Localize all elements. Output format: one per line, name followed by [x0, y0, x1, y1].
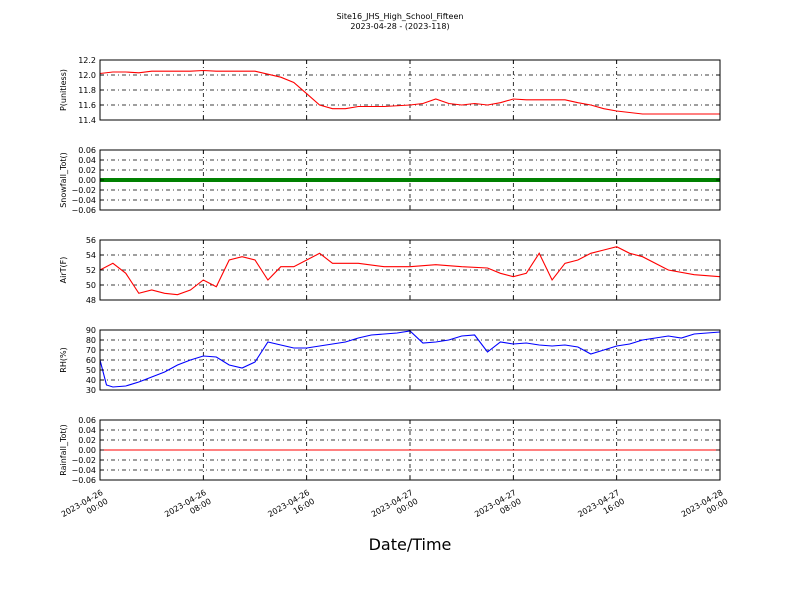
y-tick-label: 56	[86, 236, 96, 245]
y-axis-label: AirT(F)	[59, 257, 68, 284]
y-tick-label: −0.06	[71, 476, 96, 485]
y-axis-label: Snowfall_Tot()	[59, 152, 68, 208]
y-tick-label: 50	[86, 281, 96, 290]
y-tick-label: 60	[86, 356, 96, 365]
subplot-3: 48 50 52 54 56 AirT(F)	[59, 236, 721, 305]
y-tick-label: 48	[86, 296, 96, 305]
y-tick-label: 80	[86, 336, 96, 345]
y-tick-label: 40	[86, 376, 96, 385]
y-tick-label: 54	[86, 251, 96, 260]
y-tick-label: −0.06	[71, 206, 96, 215]
y-tick-label: 0.02	[78, 436, 96, 445]
y-tick-label: −0.04	[71, 196, 96, 205]
y-tick-label: 12.0	[78, 71, 96, 80]
y-tick-label: 90	[86, 326, 96, 335]
y-tick-label: 11.8	[78, 86, 96, 95]
subplot-1: 11.4 11.6 11.8 12.0 12.2 P(unitless)	[59, 56, 721, 125]
x-axis-label: Date/Time	[369, 535, 452, 554]
y-tick-label: −0.02	[71, 186, 96, 195]
y-tick-label: 0.06	[78, 146, 96, 155]
y-tick-label: 70	[86, 346, 96, 355]
y-tick-label: 0.00	[78, 446, 96, 455]
y-axis-label: Rainfall_Tot()	[59, 424, 68, 476]
subplot-2: −0.06−0.04−0.020.000.020.040.06 Snowfall_…	[59, 146, 721, 215]
y-tick-label: 30	[86, 386, 96, 395]
y-tick-label: 11.4	[78, 116, 96, 125]
y-tick-label: 12.2	[78, 56, 96, 65]
subplots: 11.411.611.812.012.2P(unitless)−0.06−0.0…	[59, 56, 721, 485]
y-tick-label: −0.02	[71, 456, 96, 465]
y-tick-label: 50	[86, 366, 96, 375]
y-tick-label: 11.6	[78, 101, 96, 110]
y-tick-label: 0.06	[78, 416, 96, 425]
chart-subtitle: 2023-04-28 - (2023-118)	[350, 22, 449, 31]
y-tick-label: 0.02	[78, 166, 96, 175]
chart-title: Site16_JHS_High_School_Fifteen	[337, 12, 464, 21]
series-line	[99, 330, 721, 388]
y-tick-label: 52	[86, 266, 96, 275]
series-line	[99, 246, 721, 296]
y-axis-label: RH(%)	[59, 347, 68, 372]
subplot-5: −0.06−0.04−0.020.000.020.040.06 Rainfall_…	[59, 416, 721, 485]
y-tick-label: 0.04	[78, 156, 96, 165]
y-tick-label: −0.04	[71, 466, 96, 475]
y-tick-label: 0.00	[78, 176, 96, 185]
series-line	[99, 69, 720, 115]
y-tick-label: 0.04	[78, 426, 96, 435]
y-axis-label: P(unitless)	[59, 69, 68, 111]
